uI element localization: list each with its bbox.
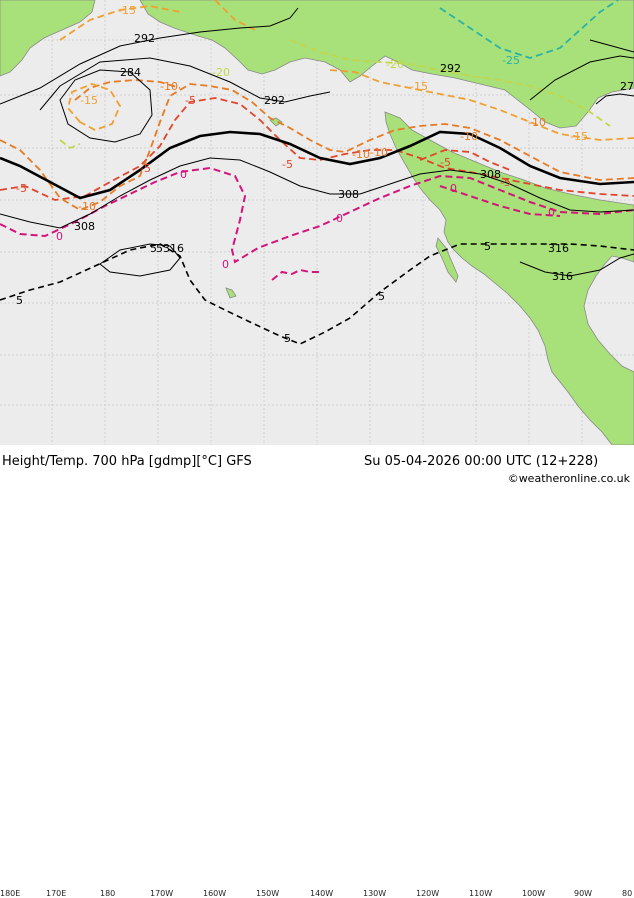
lon-label: 120W — [416, 889, 440, 898]
alaska-canada — [139, 0, 634, 129]
siberia — [0, 0, 96, 77]
label-temp-minus15-b: -15 — [410, 80, 428, 93]
minus20-contour-west — [59, 139, 81, 150]
label-temp-zero-b: 0 — [56, 230, 63, 243]
north-america — [384, 111, 634, 445]
minus20-contour-east — [289, 39, 611, 127]
label-height-308b: 308 — [74, 220, 95, 233]
height-east-inner — [595, 93, 634, 105]
label-temp-zero-a: 0 — [180, 168, 187, 181]
label-temp-plus5-a: 5 — [16, 294, 23, 307]
lon-label: 80 — [622, 889, 633, 898]
label-temp-zero-e: 0 — [450, 182, 457, 195]
label-height-292b: 292 — [264, 94, 285, 107]
minus5-contour-loop — [419, 149, 511, 171]
label-temp-minus10-b: -10 — [352, 148, 370, 161]
lon-label: 180 — [100, 889, 116, 898]
lon-label: 110W — [469, 889, 493, 898]
label-temp-minus5-e: -5 — [440, 156, 451, 169]
valid-time: Su 05-04-2026 00:00 UTC (12+228) — [364, 454, 599, 469]
height-292-inner — [39, 57, 331, 111]
height-284-low — [59, 69, 153, 143]
label-height-292a: 292 — [134, 32, 155, 45]
label-height-5316: 5316 — [156, 242, 184, 255]
height-292-west — [0, 7, 299, 105]
lon-label: 140W — [310, 889, 334, 898]
minus15-contour-east — [329, 69, 634, 141]
height-east-outer — [529, 55, 634, 101]
zero-contour-blob — [271, 268, 322, 281]
temp-contours-plus5 — [0, 243, 634, 345]
label-temp-minus25: -25 — [502, 54, 520, 67]
label-temp-minus15-a: -15 — [118, 4, 136, 17]
label-height-308a: 308 — [338, 188, 359, 201]
minus15-contour-north — [59, 5, 181, 41]
label-temp-plus5-b: 5 — [378, 290, 385, 303]
temp-contours-minus5 — [0, 97, 634, 201]
zero-contour-west — [0, 166, 634, 264]
label-height-316a: 316 — [548, 242, 569, 255]
hawaii — [225, 287, 237, 299]
height-300-main — [0, 130, 634, 200]
label-temp-minus20-b: -20 — [212, 66, 230, 79]
label-temp-zero-c: 0 — [222, 258, 229, 271]
height-308 — [0, 157, 634, 229]
minus15-contour-low — [67, 83, 122, 131]
height-contours — [0, 7, 634, 277]
label-temp-zero-f: 0 — [548, 206, 555, 219]
label-temp-minus5-a: -5 — [282, 158, 293, 171]
lon-label: 130W — [363, 889, 387, 898]
landmasses — [0, 0, 634, 445]
height-east-low — [589, 39, 634, 53]
label-temp-plus5-d: 5 — [484, 240, 491, 253]
label-temp-minus15-c: -15 — [80, 94, 98, 107]
lon-label: 170W — [150, 889, 174, 898]
label-temp-minus10-c: -10 — [78, 200, 96, 213]
label-temp-minus20-a: -20 — [386, 58, 404, 71]
lon-label: 180E — [0, 889, 21, 898]
label-height-27: 27 — [620, 80, 634, 93]
lon-label: 100W — [522, 889, 546, 898]
label-temp-minus5-d: -5 — [185, 94, 196, 107]
label-height-284: 284 — [120, 66, 141, 79]
label-temp-plus5-c: 5 — [284, 332, 291, 345]
credit-link[interactable]: ©weatheronline.co.uk — [507, 472, 630, 485]
label-height-292c: 292 — [440, 62, 461, 75]
label-temp-minus5-c: -5 — [16, 182, 27, 195]
height-316-east — [519, 253, 634, 277]
map-canvas: 292 284 292 292 308 308 308 316 316 5316… — [0, 0, 634, 445]
label-temp-minus10-a: -10 — [160, 80, 178, 93]
label-temp-minus10-e: -10 — [460, 130, 478, 143]
minus10-contour-main — [0, 83, 634, 212]
label-temp-zero-d: 0 — [336, 212, 343, 225]
label-temp-minus15-d: -15 — [570, 130, 588, 143]
temp-contours-minus10 — [0, 79, 634, 212]
minus10-contour-low — [74, 79, 181, 101]
label-height-316b: 316 — [552, 270, 573, 283]
temp-contours-minus20 — [59, 39, 611, 150]
lon-label: 90W — [574, 889, 593, 898]
zero-contour-east — [439, 185, 561, 217]
lon-label: 160W — [203, 889, 227, 898]
label-temp-minus5-f: -5 — [500, 176, 511, 189]
lon-label: 150W — [256, 889, 280, 898]
label-temp-minus5-b: -5 — [140, 162, 151, 175]
minus5-contour-main — [0, 97, 634, 201]
label-temp-minus10-f: -10 — [528, 116, 546, 129]
temp-contours-zero — [0, 166, 634, 281]
lon-label: 170E — [46, 889, 67, 898]
label-temp-plus5-e: 5 — [150, 242, 157, 255]
temp-contours-minus15 — [59, 0, 634, 141]
map-title: Height/Temp. 700 hPa [gdmp][°C] GFS — [2, 454, 252, 469]
height-316-west — [99, 243, 181, 277]
baja-peninsula — [435, 237, 459, 283]
minus15-contour-top — [214, 0, 256, 31]
label-height-308c: 308 — [480, 168, 501, 181]
plus5-contour-main — [0, 243, 634, 345]
contour-labels: 292 284 292 292 308 308 308 316 316 5316… — [16, 4, 634, 345]
label-temp-minus10-d: -10 — [370, 146, 388, 159]
